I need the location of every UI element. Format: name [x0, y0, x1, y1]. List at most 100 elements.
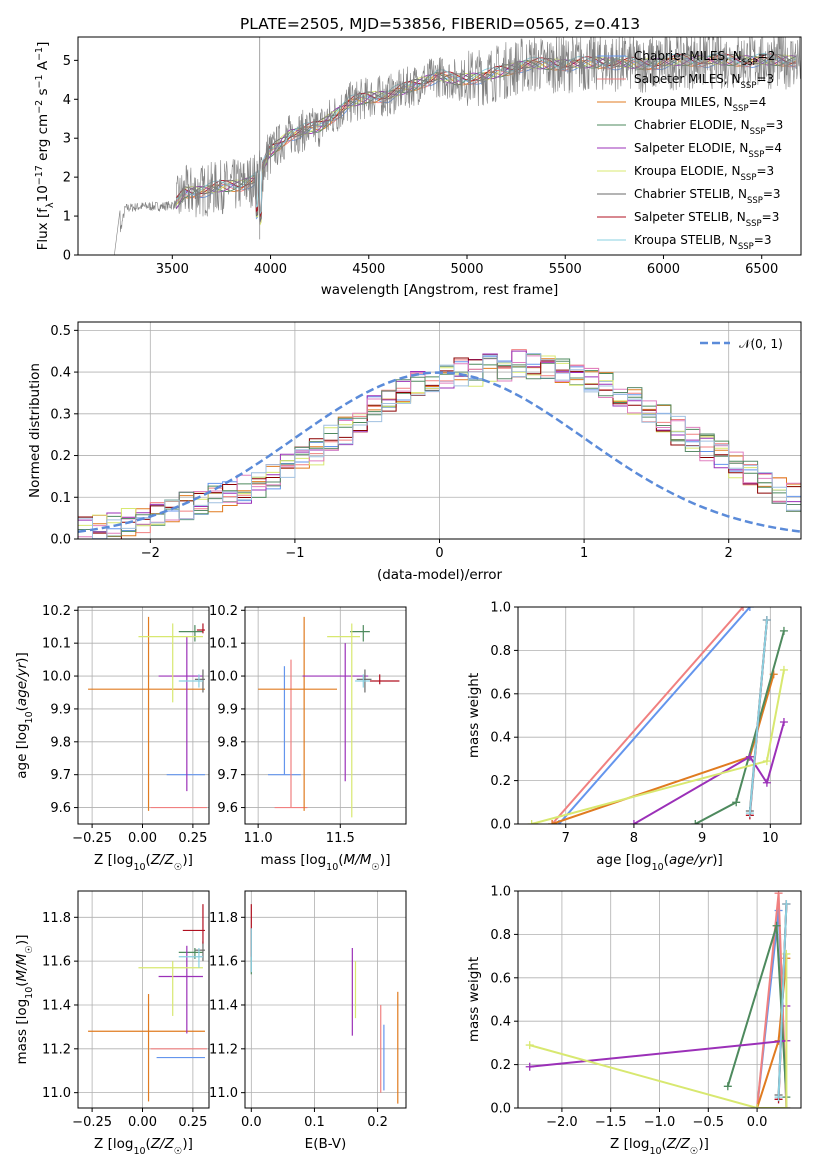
axes-frame: [77, 36, 802, 256]
axes-frame: [77, 890, 210, 1109]
y-tick-label: 0: [63, 249, 71, 264]
y-tick-label: 9.9: [217, 702, 238, 717]
label-part: 10: [326, 862, 338, 873]
legend-name: Salpeter STELIB, N: [634, 210, 746, 224]
x-tick-label: 0.2: [367, 1115, 388, 1130]
y-tick-label: 0.3: [50, 407, 71, 422]
label-part: wavelength [Angstrom, rest frame]: [321, 282, 559, 298]
legend-name: Salpeter MILES, N: [634, 72, 741, 86]
legend-name: Chabrier ELODIE, N: [634, 118, 750, 132]
x-tick-label: 6500: [745, 262, 778, 277]
y-tick-label: 11.4: [209, 998, 238, 1013]
y-tick-label: 11.8: [42, 911, 71, 926]
legend-entry: Kroupa STELIB, NSSP=3: [634, 233, 772, 252]
y-tick-label: 0.6: [490, 971, 511, 986]
legend-sub: SSP: [733, 104, 749, 114]
x-tick-label: 6000: [647, 262, 680, 277]
panel-weight_vs_Z: −2.0 −1.5 −1.0 −0.5 0.0 0.0 0.2 0.4 0.6 0.8 1.0 Z […: [466, 885, 802, 1157]
label-part: Normed distribution: [27, 363, 43, 498]
label-part: Z [log: [94, 1136, 133, 1152]
weight-line-salpeter_elodie: [633, 721, 785, 824]
weight-marker-kroupa_elodie: [782, 1104, 791, 1108]
weight-marker-kroupa_elodie: [762, 757, 771, 766]
x-axis-label: Z [log10(Z/Z☉)]: [610, 1136, 709, 1157]
label-part: (: [338, 852, 343, 868]
weight-marker-chabrier_elodie: [691, 820, 700, 824]
y-tick-label: 0.2: [490, 1058, 511, 1073]
weight-line-salpeter_elodie: [529, 1006, 788, 1068]
x-tick-label: −1.0: [644, 1115, 676, 1130]
y-tick-label: 0.5: [50, 324, 71, 339]
y-tick-label: 0.8: [490, 644, 511, 659]
legend-sub: SSP: [738, 242, 754, 252]
y-tick-label: 0.0: [490, 818, 511, 833]
y-tick-label: 9.8: [217, 735, 238, 750]
label-part: mass weight: [466, 673, 482, 758]
y-tick-label: 9.6: [50, 801, 71, 816]
legend-name: Kroupa MILES, N: [634, 95, 733, 109]
weight-marker-salpeter_elodie: [762, 778, 771, 787]
y-tick-label: 1.0: [490, 885, 511, 900]
label-part: −17: [34, 165, 45, 185]
y-tick-label: 3: [63, 132, 71, 147]
y-tick-label: 0.1: [50, 491, 71, 506]
histogram-1: [78, 349, 801, 539]
label-part: )]: [14, 652, 30, 663]
weight-marker-chabrier_elodie: [772, 921, 781, 930]
label-part: age/yr: [669, 852, 714, 868]
label-part: (: [146, 1136, 151, 1152]
label-part: Z/Z: [150, 1136, 175, 1152]
panels: 3500 4000 4500 5000 5500 6000 6500 0 1 2 3 4 5 Chabri…: [14, 36, 802, 1157]
x-axis-label: (data-model)/error: [377, 567, 503, 583]
y-tick-label: 0.4: [50, 366, 71, 381]
legend-sub: SSP: [750, 127, 766, 137]
plot-area: [88, 904, 207, 1102]
y-tick-label: 0.4: [490, 731, 511, 746]
legend-sub: SSP: [741, 173, 757, 183]
label-part: Z/Z: [150, 852, 175, 868]
histogram-7: [78, 355, 801, 538]
weight-marker-kroupa_stelib: [782, 900, 791, 909]
x-tick-label: 11.5: [326, 831, 355, 846]
label-part: age [log: [14, 723, 30, 778]
legend-sub: SSP: [741, 81, 757, 91]
x-tick-label: 4500: [352, 262, 385, 277]
data-spectrum-line: [114, 37, 801, 255]
y-tick-label: 9.8: [50, 735, 71, 750]
y-tick-label: 11.2: [42, 1042, 71, 1057]
panel-mass_vs_ebv: 0.0 0.1 0.2 11.0 11.2 11.4 11.6 11.8 E(B-V): [209, 890, 407, 1152]
label-part: (: [662, 1136, 667, 1152]
axes-frame: [77, 606, 210, 825]
label-part: 10: [35, 185, 51, 202]
y-tick-label: 0.2: [50, 449, 71, 464]
legend-value: =4: [749, 95, 767, 109]
x-tick-label: 1: [580, 546, 588, 561]
histogram-9: [78, 353, 801, 539]
plot-area: [258, 616, 400, 818]
legend-entry: Chabrier ELODIE, NSSP=3: [634, 118, 783, 137]
label-part: 10: [24, 711, 35, 723]
y-tick-label: 0.2: [490, 774, 511, 789]
y-axis-label: age [log10(age/yr)]: [14, 652, 35, 778]
label-part: ]: [35, 42, 51, 47]
weight-line-salpeter_miles: [551, 607, 744, 824]
axes-frame: [517, 606, 802, 825]
label-part: Flux [f: [35, 207, 51, 251]
x-tick-label: −1.5: [595, 1115, 627, 1130]
y-tick-label: 9.7: [50, 768, 71, 783]
label-part: M/M: [14, 953, 30, 981]
y-tick-label: 9.9: [50, 702, 71, 717]
label-part: 10: [652, 862, 664, 873]
y-tick-label: 0.0: [50, 533, 71, 548]
y-tick-label: 1: [63, 210, 71, 225]
panel-age_vs_mass: 11.0 11.5 9.6 9.7 9.8 9.9 10.0 10.1 10.2 mass [lo…: [209, 604, 407, 873]
label-part: )]: [182, 852, 193, 868]
x-tick-label: 4000: [254, 262, 287, 277]
legend-name: Salpeter ELODIE, N: [634, 141, 748, 155]
y-axis-label: mass weight: [466, 957, 482, 1042]
label-part: s: [35, 88, 51, 99]
x-tick-label: 5500: [549, 262, 582, 277]
